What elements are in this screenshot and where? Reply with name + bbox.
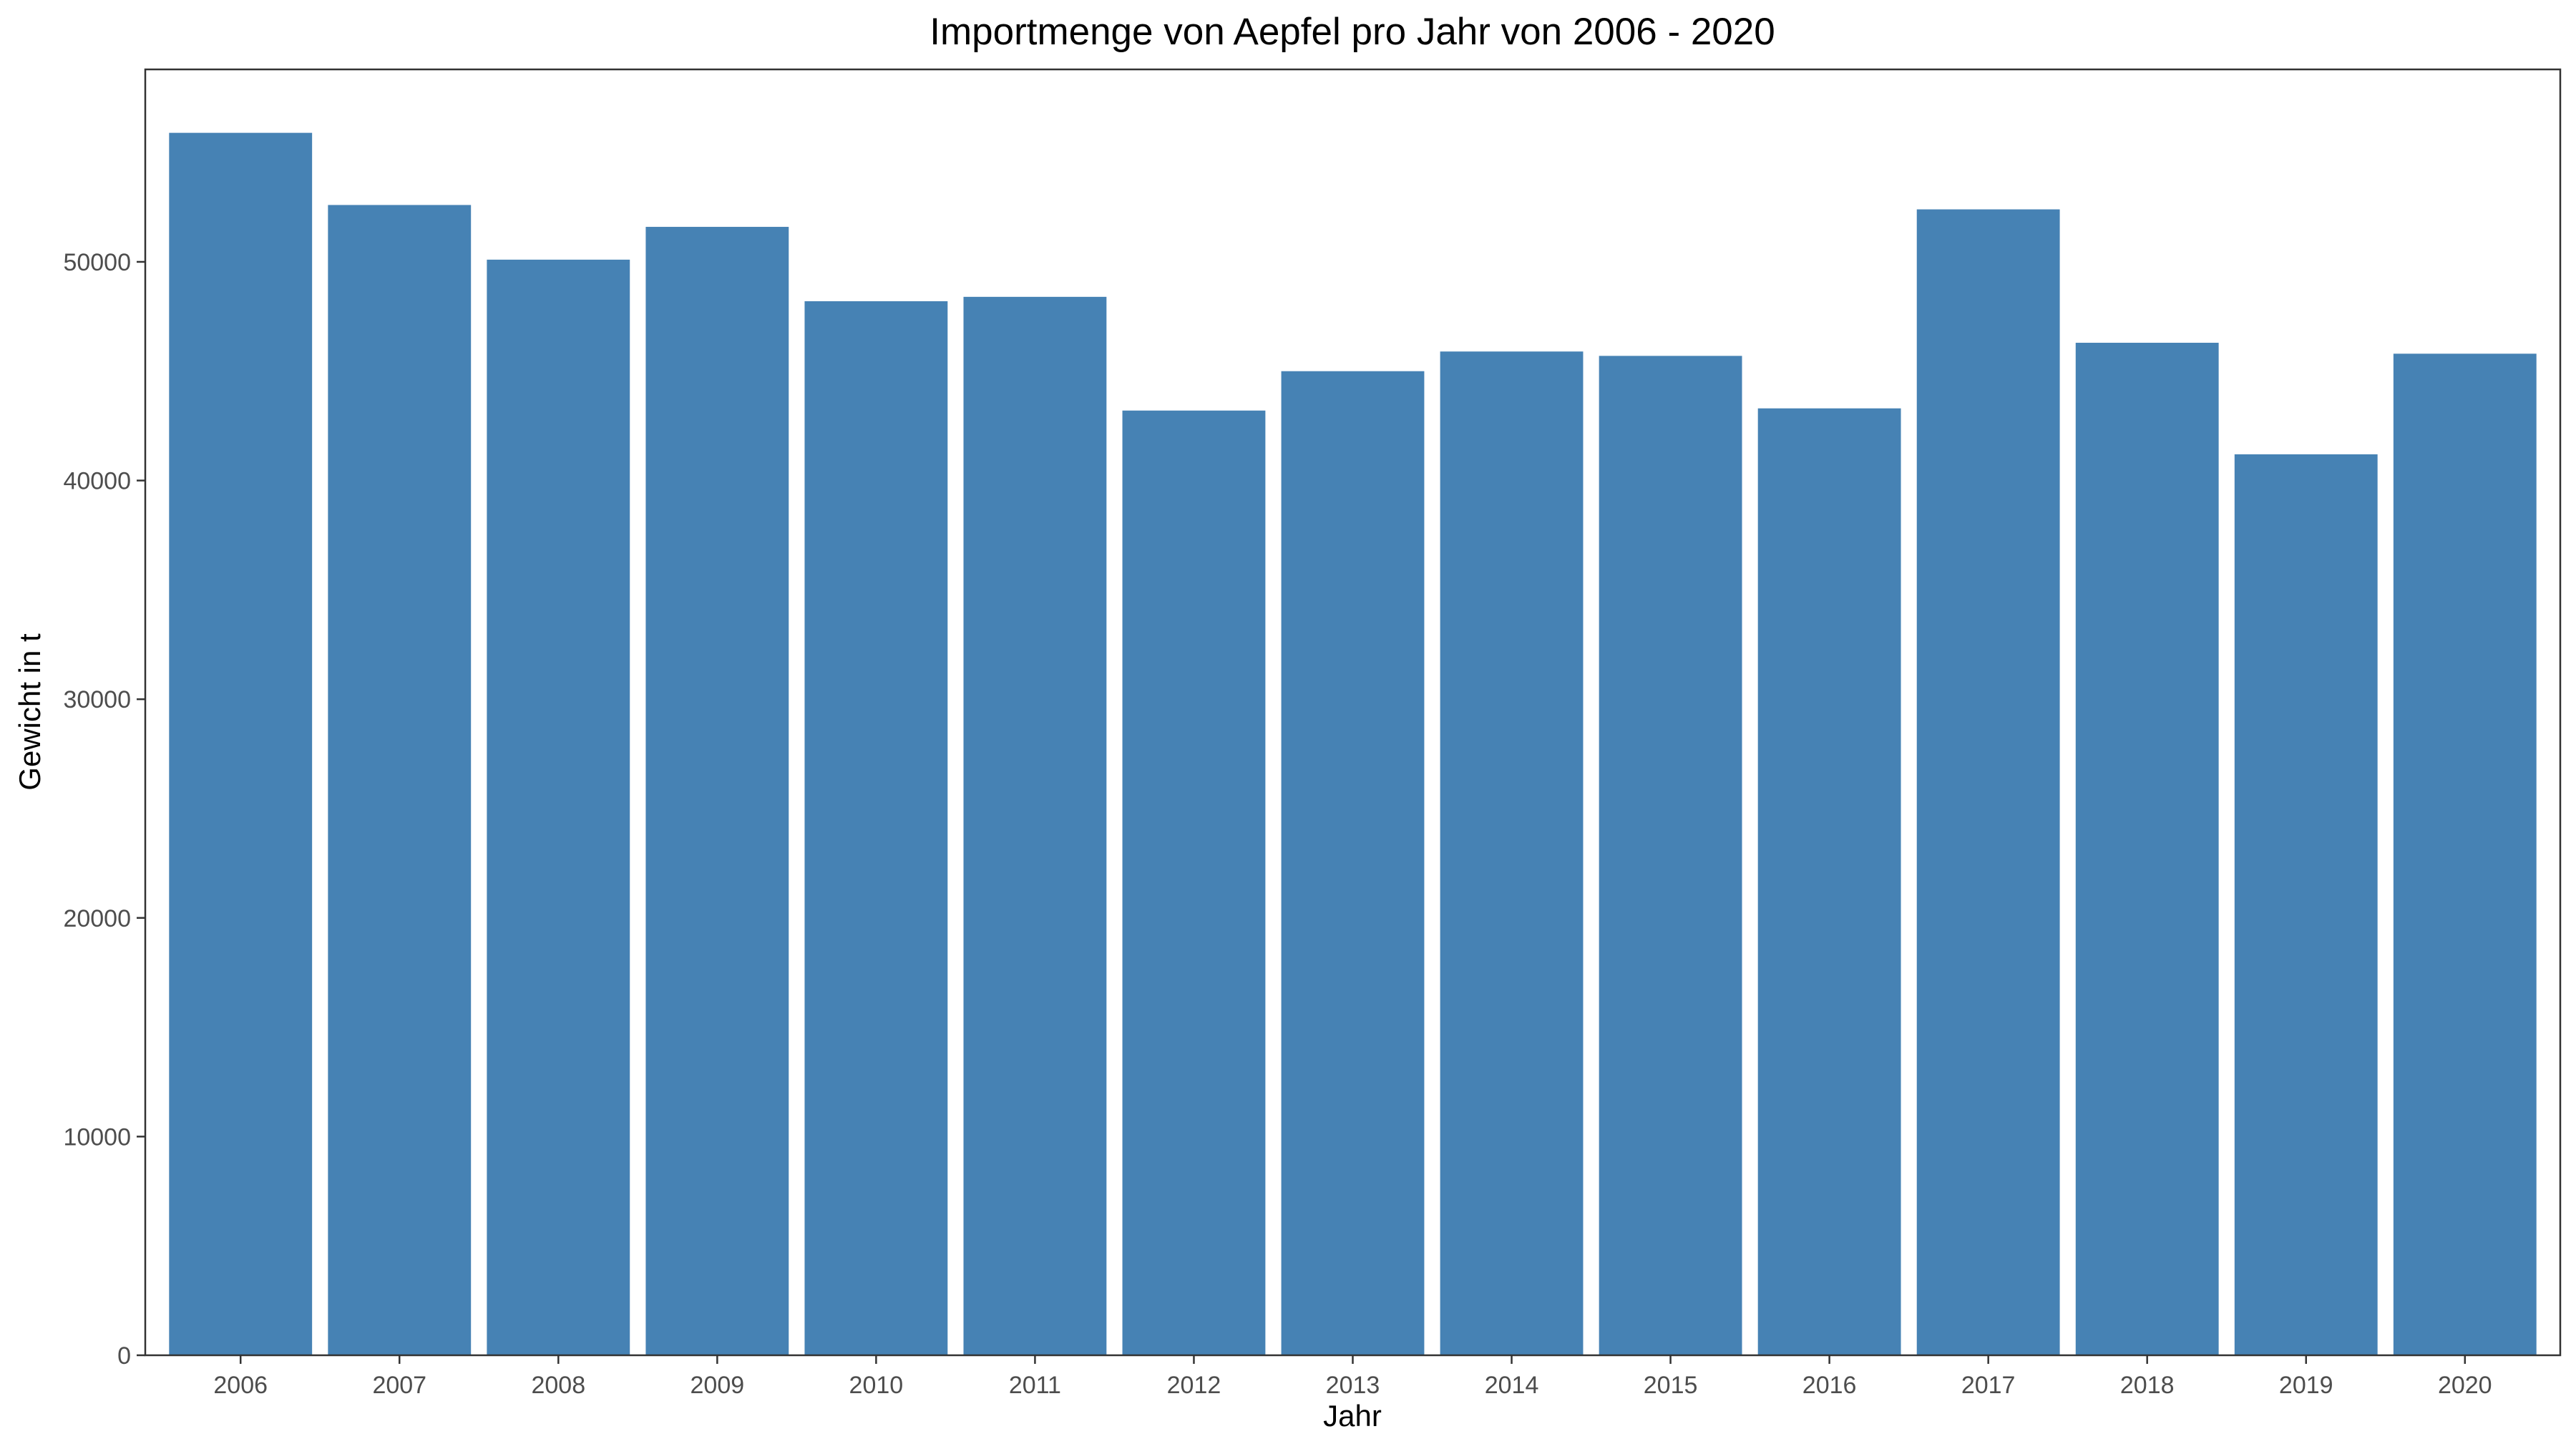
bars-layer — [169, 132, 2537, 1356]
x-tick-label: 2018 — [2120, 1372, 2175, 1399]
x-tick-label: 2012 — [1167, 1372, 1221, 1399]
bar-2012 — [1122, 410, 1266, 1355]
y-tick-label: 30000 — [63, 686, 131, 713]
x-tick-label: 2015 — [1644, 1372, 1698, 1399]
bar-2018 — [2075, 343, 2219, 1355]
x-axis: 2006 2007 2008 2009 2010 2011 2012 2013 2014 2015… — [213, 1355, 2492, 1399]
x-tick-label: 2007 — [372, 1372, 426, 1399]
bar-2017 — [1916, 209, 2060, 1356]
x-axis-title: Jahr — [1323, 1399, 1382, 1433]
bar-2011 — [963, 296, 1107, 1356]
x-tick-label: 2009 — [691, 1372, 745, 1399]
bar-2009 — [645, 227, 789, 1355]
bar-2015 — [1599, 356, 1742, 1356]
bar-2006 — [169, 132, 313, 1355]
y-tick-label: 20000 — [63, 905, 131, 932]
x-tick-label: 2006 — [213, 1372, 268, 1399]
bar-2010 — [804, 301, 948, 1356]
x-tick-label: 2016 — [1802, 1372, 1857, 1399]
x-tick-label: 2014 — [1485, 1372, 1539, 1399]
bar-2019 — [2234, 454, 2378, 1355]
bar-2016 — [1757, 408, 1901, 1356]
y-tick-label: 50000 — [63, 249, 131, 276]
x-tick-label: 2017 — [1961, 1372, 2016, 1399]
x-tick-label: 2011 — [1009, 1372, 1061, 1399]
bar-2020 — [2393, 353, 2537, 1355]
y-tick-label: 40000 — [63, 468, 131, 495]
bar-2007 — [328, 205, 472, 1356]
chart-title: Importmenge von Aepfel pro Jahr von 2006… — [930, 11, 1775, 53]
x-tick-label: 2013 — [1326, 1372, 1380, 1399]
x-tick-label: 2010 — [849, 1372, 904, 1399]
x-tick-label: 2008 — [531, 1372, 585, 1399]
y-tick-label: 10000 — [63, 1123, 131, 1151]
x-tick-label: 2019 — [2279, 1372, 2333, 1399]
bar-2014 — [1440, 351, 1584, 1355]
bar-2008 — [487, 259, 630, 1355]
y-axis-title: Gewicht in t — [13, 633, 47, 791]
bar-2013 — [1281, 371, 1425, 1355]
y-tick-label: 0 — [117, 1342, 131, 1370]
x-tick-label: 2020 — [2438, 1372, 2492, 1399]
y-axis: 0 10000 20000 30000 40000 50000 — [63, 249, 145, 1370]
